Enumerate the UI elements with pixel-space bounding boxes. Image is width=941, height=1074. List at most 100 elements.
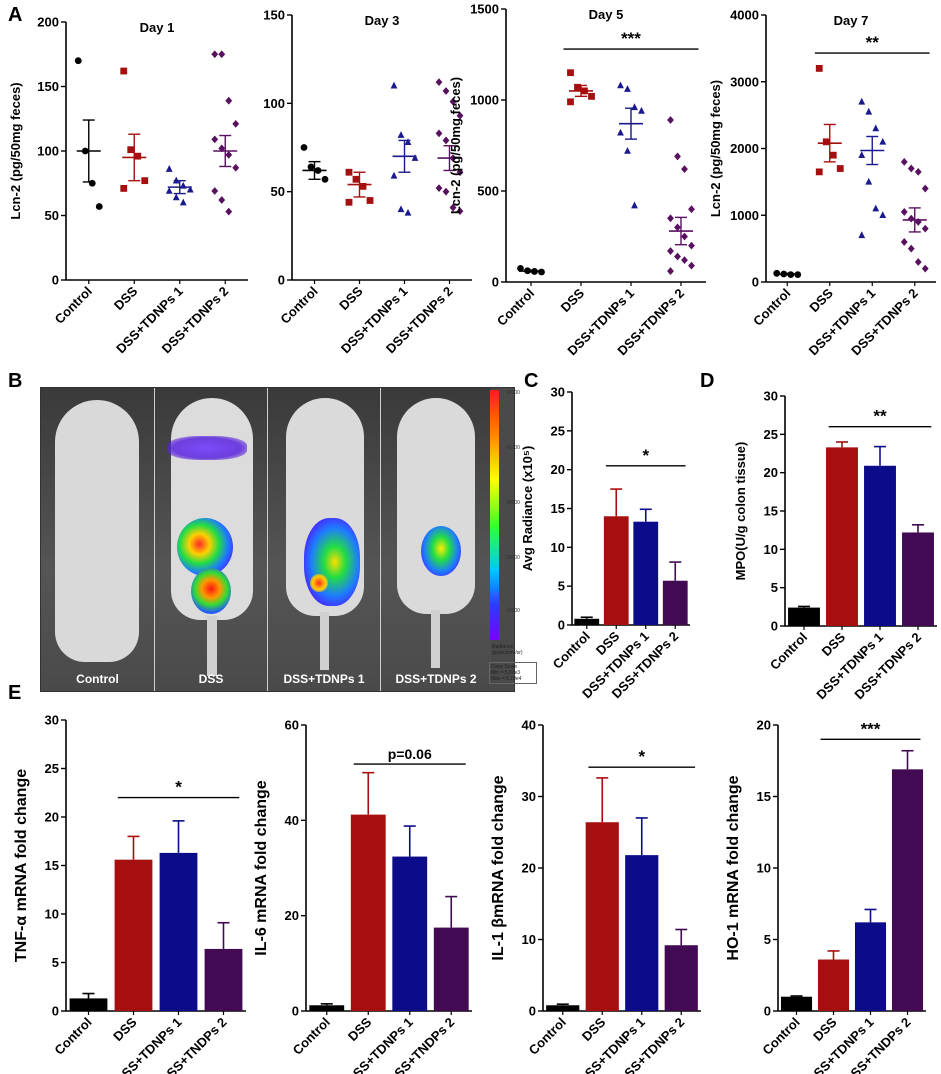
data-point (624, 146, 631, 154)
data-point (900, 238, 908, 246)
in-vivo-imaging-panel: Control DSS DSS+TDNPs 1 DSS+TDNPs 2 (40, 387, 515, 692)
significance-label: * (642, 446, 649, 465)
data-point (211, 50, 219, 59)
data-point (179, 198, 187, 206)
data-point (858, 231, 866, 239)
data-point (921, 224, 929, 233)
colorbar-tick: 30000 (506, 500, 520, 506)
x-tick-label: Control (52, 284, 95, 327)
data-point (907, 164, 915, 173)
mouse-silhouette (55, 400, 139, 662)
significance-label: * (638, 747, 645, 766)
colorbar-tick: 50000 (506, 390, 520, 396)
x-tick-label: DSS (336, 283, 366, 313)
x-tick-label: DSS (819, 629, 849, 659)
bar (854, 922, 887, 1011)
y-tick-label: 25 (45, 761, 59, 776)
bar (864, 465, 896, 626)
y-tick-label: 25 (764, 427, 778, 442)
y-tick-label: 5 (52, 955, 59, 970)
y-axis-label: HO-1 mRNA fold change (725, 775, 742, 960)
chart-title: Day 5 (589, 7, 624, 22)
data-point (914, 167, 922, 176)
bar (817, 959, 850, 1011)
mouse-image-dss-tdnps-1: DSS+TDNPs 1 (268, 388, 381, 691)
colorbar-tick: 40000 (506, 445, 520, 451)
y-tick-label: 100 (263, 96, 285, 111)
bar (780, 996, 813, 1011)
data-point (218, 196, 226, 204)
bar (662, 580, 688, 625)
colorbar-unit-sub: (p/sec/cm²/sr) (492, 650, 523, 656)
data-point (397, 131, 405, 138)
data-point (141, 177, 149, 185)
data-point (411, 154, 419, 161)
bioluminescence-signal (310, 574, 328, 592)
data-point (165, 165, 173, 172)
data-point (822, 138, 830, 146)
data-point (879, 137, 887, 145)
colorbar-unit: Radiance (p/sec/cm²/sr) (492, 644, 523, 656)
data-point (674, 152, 681, 161)
data-point (681, 165, 688, 174)
y-tick-label: 0 (492, 275, 499, 290)
x-tick-label: DSS (111, 283, 141, 313)
data-point (617, 81, 624, 89)
significance-label: p=0.06 (388, 746, 432, 762)
x-tick-label: DSS (110, 1014, 140, 1044)
y-tick-label: 10 (764, 542, 778, 557)
data-point (74, 57, 82, 65)
color-scale-box: Color Scale Min = 5.00e3 Max = 5.10e4 (489, 662, 537, 684)
y-tick-label: 0 (52, 273, 59, 288)
bar (204, 948, 243, 1011)
data-point (879, 211, 887, 219)
data-point (907, 214, 915, 223)
y-tick-label: 4000 (730, 8, 759, 23)
bar (788, 607, 820, 626)
data-point (815, 168, 823, 176)
significance-label: ** (866, 33, 880, 52)
y-tick-label: 10 (45, 907, 59, 922)
y-axis-label: Lcn-2 (pg/50mg feces) (448, 77, 463, 214)
y-tick-label: 50 (271, 184, 285, 199)
y-tick-label: 2000 (730, 141, 759, 156)
y-tick-label: 10 (551, 540, 565, 555)
y-tick-label: 150 (37, 79, 59, 94)
bar (585, 822, 619, 1011)
y-axis-label: IL-6 mRNA fold change (253, 780, 270, 956)
y-tick-label: 0 (752, 275, 759, 290)
y-tick-label: 15 (757, 789, 771, 804)
bar (114, 859, 153, 1011)
data-point (120, 185, 128, 192)
y-tick-label: 10 (757, 861, 771, 876)
mouse-tail (207, 616, 217, 676)
bar (664, 945, 698, 1011)
data-point (165, 186, 173, 194)
data-point (667, 214, 674, 223)
mouse-label-dss: DSS (198, 672, 224, 686)
bioluminescence-signal (167, 436, 247, 460)
x-tick-label: Control (51, 1015, 94, 1058)
x-tick-label: Control (759, 1015, 802, 1058)
data-point (588, 92, 595, 100)
chart-title: Day 7 (834, 13, 869, 28)
data-point (631, 201, 638, 209)
colorbar-unit-label: Radiance (492, 644, 514, 650)
color-scale-min: Min = 5.00e3 (491, 670, 521, 676)
data-point (815, 65, 823, 72)
x-tick-label: Control (277, 284, 320, 327)
mouse-image-dss: DSS (155, 388, 268, 691)
data-point (225, 207, 233, 216)
y-axis-label: Lcn-2 (pg/50mg feces) (708, 80, 723, 217)
data-point (567, 69, 574, 77)
y-tick-label: 30 (522, 789, 536, 804)
data-point (442, 136, 450, 145)
data-point (345, 168, 353, 176)
y-tick-label: 15 (45, 858, 59, 873)
data-point (172, 193, 180, 201)
bar (309, 1005, 345, 1011)
